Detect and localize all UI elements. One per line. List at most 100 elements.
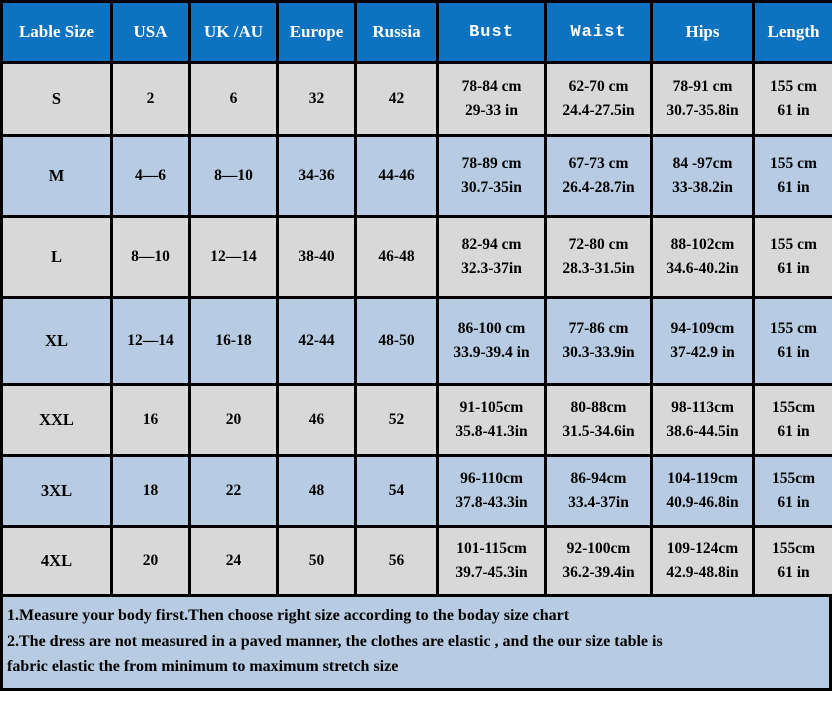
table-cell: 24	[188, 525, 279, 597]
table-cell: 86-94cm 33.4-37in	[544, 454, 653, 528]
cell-line: 88-102cm	[670, 235, 735, 253]
cell-line: 30.3-33.9in	[562, 344, 635, 361]
table-row: M 4—6 8—10 34-36 44-46 78-89 cm 30.7-35in 67-73…	[0, 134, 832, 218]
cell-line: 26.4-28.7in	[562, 179, 635, 196]
header-cell: UK /AU	[188, 0, 279, 64]
table-cell: 46	[276, 383, 357, 457]
header-cell: Russia	[354, 0, 439, 64]
table-cell: 56	[354, 525, 439, 597]
header-cell: Waist	[544, 0, 653, 64]
cell-line: 155 cm	[770, 77, 817, 95]
table-cell: 42-44	[276, 296, 357, 386]
cell-line: 67-73 cm	[568, 154, 629, 172]
table-cell: 12—14	[110, 296, 191, 386]
cell-line: 96-110cm	[460, 469, 523, 487]
table-cell: 62-70 cm 24.4-27.5in	[544, 61, 653, 137]
cell-line: 94-109cm	[670, 319, 735, 337]
cell-line: 86-100 cm	[457, 319, 526, 337]
cell-line: 28.3-31.5in	[562, 260, 635, 277]
cell-line: 29-33 in	[465, 102, 518, 119]
table-cell: 91-105cm 35.8-41.3in	[436, 383, 547, 457]
cell-line: 37-42.9 in	[670, 344, 735, 361]
header-cell: Bust	[436, 0, 547, 64]
table-cell: 88-102cm 34.6-40.2in	[650, 215, 755, 299]
cell-line: 61 in	[777, 179, 810, 196]
table-cell: 22	[188, 454, 279, 528]
table-cell: 20	[110, 525, 191, 597]
cell-line: 30.7-35in	[461, 179, 522, 196]
table-cell: 94-109cm 37-42.9 in	[650, 296, 755, 386]
table-cell: 78-91 cm 30.7-35.8in	[650, 61, 755, 137]
header-cell: USA	[110, 0, 191, 64]
table-cell: 16-18	[188, 296, 279, 386]
table-cell: 67-73 cm 26.4-28.7in	[544, 134, 653, 218]
cell-line: 78-84 cm	[461, 77, 522, 95]
cell-line: 33.4-37in	[568, 494, 629, 511]
cell-line: 77-86 cm	[568, 319, 629, 337]
cell-line: 62-70 cm	[568, 77, 629, 95]
table-cell: 155cm 61 in	[752, 525, 832, 597]
cell-line: 98-113cm	[671, 398, 734, 416]
table-cell: L	[0, 215, 113, 299]
cell-line: 155 cm	[770, 319, 817, 337]
table-cell: 44-46	[354, 134, 439, 218]
table-row: 3XL 18 22 48 54 96-110cm 37.8-43.3in 86-94cm 33.…	[0, 454, 832, 528]
cell-line: 61 in	[777, 102, 810, 119]
cell-line: 32.3-37in	[461, 260, 522, 277]
table-cell: 96-110cm 37.8-43.3in	[436, 454, 547, 528]
table-cell: 4—6	[110, 134, 191, 218]
table-body: S 2 6 32 42 78-84 cm 29-33 in 62-70 cm 24.4-27.5…	[0, 61, 832, 597]
cell-line: 35.8-41.3in	[455, 423, 528, 440]
cell-line: 31.5-34.6in	[562, 423, 635, 440]
note-line-2: 2.The dress are not measured in a paved …	[7, 632, 663, 650]
table-cell: 78-84 cm 29-33 in	[436, 61, 547, 137]
table-cell: XXL	[0, 383, 113, 457]
table-cell: 2	[110, 61, 191, 137]
size-chart-table: Lable Size USA UK /AU Europe Russia Bust Waist…	[0, 0, 832, 597]
cell-line: 86-94cm	[570, 469, 627, 487]
table-cell: 6	[188, 61, 279, 137]
table-cell: 84 -97cm 33-38.2in	[650, 134, 755, 218]
cell-line: 155 cm	[770, 235, 817, 253]
table-cell: 155cm 61 in	[752, 454, 832, 528]
cell-line: 155cm	[771, 469, 816, 487]
table-row: XXL 16 20 46 52 91-105cm 35.8-41.3in 80-88cm 31.…	[0, 383, 832, 457]
table-cell: 38-40	[276, 215, 357, 299]
cell-line: 78-89 cm	[461, 154, 522, 172]
cell-line: 30.7-35.8in	[666, 102, 739, 119]
cell-line: 155cm	[771, 539, 816, 557]
cell-line: 155cm	[771, 398, 816, 416]
table-cell: 78-89 cm 30.7-35in	[436, 134, 547, 218]
table-cell: 18	[110, 454, 191, 528]
cell-line: 24.4-27.5in	[562, 102, 635, 119]
table-cell: XL	[0, 296, 113, 386]
table-row: S 2 6 32 42 78-84 cm 29-33 in 62-70 cm 24.4-27.5…	[0, 61, 832, 137]
cell-line: 34.6-40.2in	[666, 260, 739, 277]
cell-line: 72-80 cm	[568, 235, 629, 253]
cell-line: 101-115cm	[456, 539, 527, 557]
cell-line: 84 -97cm	[672, 154, 733, 172]
table-cell: 155 cm 61 in	[752, 134, 832, 218]
header-row: Lable Size USA UK /AU Europe Russia Bust Waist…	[0, 0, 832, 64]
cell-line: 78-91 cm	[672, 77, 733, 95]
cell-line: 104-119cm	[667, 469, 738, 487]
cell-line: 33.9-39.4 in	[453, 344, 530, 361]
table-cell: 8—10	[188, 134, 279, 218]
table-cell: 3XL	[0, 454, 113, 528]
cell-line: 36.2-39.4in	[562, 564, 635, 581]
cell-line: 61 in	[777, 423, 810, 440]
header-cell: Hips	[650, 0, 755, 64]
table-cell: 20	[188, 383, 279, 457]
table-cell: 16	[110, 383, 191, 457]
cell-line: 82-94 cm	[461, 235, 522, 253]
table-cell: 48	[276, 454, 357, 528]
table-cell: 34-36	[276, 134, 357, 218]
cell-line: 37.8-43.3in	[455, 494, 528, 511]
cell-line: 39.7-45.3in	[455, 564, 528, 581]
table-cell: 82-94 cm 32.3-37in	[436, 215, 547, 299]
table-cell: S	[0, 61, 113, 137]
cell-line: 155 cm	[770, 154, 817, 172]
cell-line: 42.9-48.8in	[666, 564, 739, 581]
note-line-1: 1.Measure your body first.Then choose ri…	[7, 607, 570, 624]
